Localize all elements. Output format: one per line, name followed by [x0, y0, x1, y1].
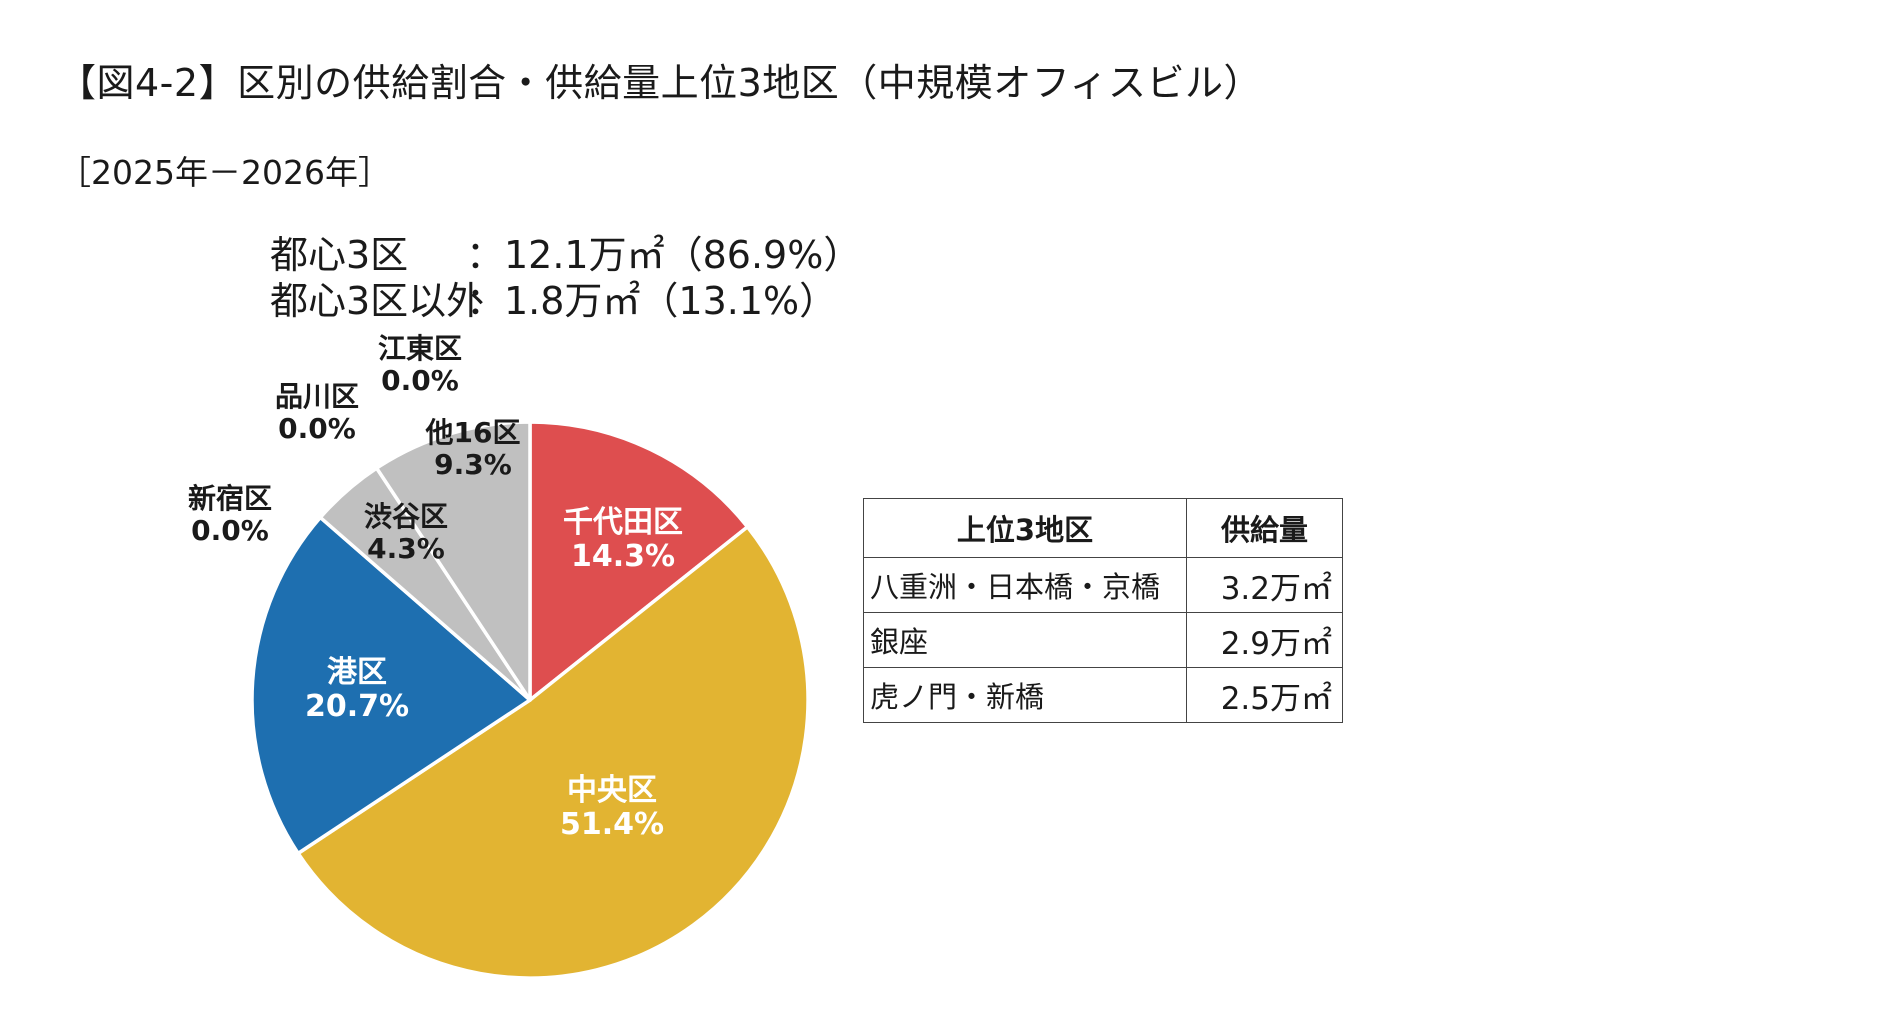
table-row: 銀座 2.9万㎡ — [863, 612, 1343, 668]
summary-value: ：12.1万㎡（86.9%） — [466, 233, 862, 277]
period-label: ［2025年－2026年］ — [58, 153, 391, 192]
table-header-row: 上位3地区 供給量 — [863, 498, 1343, 558]
pie-slice — [374, 420, 532, 702]
table-header: 供給量 — [1186, 498, 1343, 558]
table-cell-supply: 3.2万㎡ — [1186, 557, 1343, 613]
table-cell-supply: 2.9万㎡ — [1186, 612, 1343, 668]
table-cell-district: 八重洲・日本橋・京橋 — [863, 557, 1187, 613]
table-cell-supply: 2.5万㎡ — [1186, 667, 1343, 723]
slice-label: 港区 20.7% — [305, 655, 409, 724]
summary-block: 都心3区 ：12.1万㎡（86.9%） 都心3区以外 ：1.8万㎡（13.1%） — [270, 232, 861, 324]
slice-label: 渋谷区 4.3% — [364, 500, 448, 565]
top-districts-table: 上位3地区 供給量 八重洲・日本橋・京橋 3.2万㎡ 銀座 2.9万㎡ 虎ノ門・… — [863, 498, 1343, 723]
table-cell-district: 虎ノ門・新橋 — [863, 667, 1187, 723]
summary-value: ：1.8万㎡（13.1%） — [466, 279, 838, 323]
pie-slice — [250, 515, 532, 856]
slice-label: 新宿区 0.0% — [188, 482, 272, 547]
slice-label: 千代田区 14.3% — [563, 505, 683, 574]
table-row: 虎ノ門・新橋 2.5万㎡ — [863, 667, 1343, 723]
summary-label: 都心3区 — [270, 233, 409, 277]
table-cell-district: 銀座 — [863, 612, 1187, 668]
chart-title: 【図4-2】区別の供給割合・供給量上位3地区（中規模オフィスビル） — [58, 61, 1262, 105]
summary-row-other: 都心3区以外 ：1.8万㎡（13.1%） — [270, 278, 861, 324]
table-header: 上位3地区 — [863, 498, 1187, 558]
slice-label: 中央区 51.4% — [560, 773, 664, 842]
slice-label: 品川区 0.0% — [275, 380, 359, 445]
summary-row-central: 都心3区 ：12.1万㎡（86.9%） — [270, 232, 861, 278]
summary-label: 都心3区以外 — [270, 279, 485, 323]
pie-slice — [528, 420, 750, 702]
pie-slice — [296, 525, 810, 980]
slice-label: 江東区 0.0% — [378, 332, 462, 397]
table-row: 八重洲・日本橋・京橋 3.2万㎡ — [863, 557, 1343, 613]
slice-label: 他16区 9.3% — [425, 416, 521, 481]
